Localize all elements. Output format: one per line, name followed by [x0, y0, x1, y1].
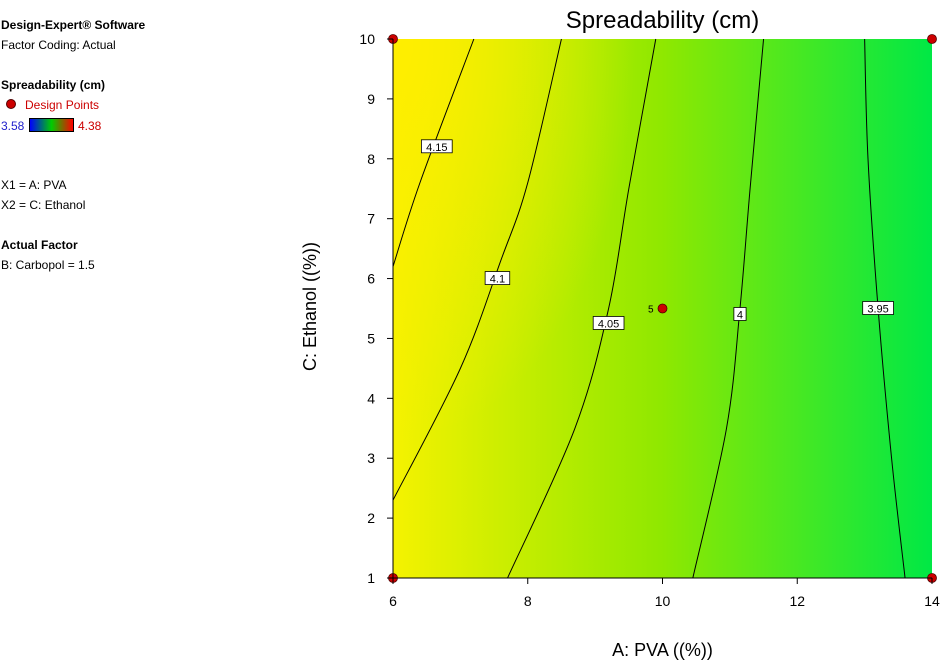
actual-factor-value: B: Carbopol = 1.5	[1, 258, 95, 272]
contour-label-box	[484, 271, 511, 285]
y-tick-label: 3	[367, 450, 375, 466]
contour-label-box	[592, 316, 625, 330]
contour-labels: 4.15 4.1 4.05 4 3.95	[420, 139, 894, 330]
y-tick-label: 1	[367, 570, 375, 586]
contour-label: 4.15	[426, 142, 447, 154]
contour-line	[392, 38, 475, 267]
contour-label: 4	[737, 309, 743, 321]
x-axis: 6 8 10 12 14	[389, 577, 940, 609]
y-tick-label: 2	[367, 510, 375, 526]
contour-label: 3.95	[867, 304, 888, 316]
x1-factor: X1 = A: PVA	[1, 178, 67, 192]
y-tick-label: 6	[367, 271, 375, 287]
contour-label: 4.05	[598, 318, 619, 330]
x-tick-label: 14	[924, 593, 940, 609]
legend-panel: Design-Expert® Software Factor Coding: A…	[0, 0, 280, 300]
y-axis: 1 2 3 4 5 6 7 8 9 10	[359, 31, 394, 586]
y-tick-label: 4	[367, 390, 375, 406]
contour-label-box	[733, 307, 747, 321]
design-point-marker-icon	[6, 99, 16, 109]
x-axis-label: A: PVA ((%))	[612, 640, 713, 660]
contour-line	[507, 38, 657, 579]
response-name: Spreadability (cm)	[1, 78, 106, 92]
y-tick-label: 7	[367, 211, 375, 227]
x2-factor: X2 = C: Ethanol	[1, 198, 86, 212]
design-point	[927, 34, 937, 44]
design-point-label: 5	[648, 305, 654, 316]
factor-coding: Factor Coding: Actual	[1, 38, 116, 52]
y-tick-label: 9	[367, 91, 375, 107]
contour-label-box	[862, 301, 894, 315]
x-tick-label: 8	[524, 593, 532, 609]
x-tick-label: 12	[789, 593, 805, 609]
y-tick-label: 10	[359, 31, 375, 47]
y-axis-label: C: Ethanol ((%))	[300, 242, 320, 371]
x-tick-label: 6	[389, 593, 397, 609]
y-tick-label: 5	[367, 330, 375, 346]
actual-factor-heading: Actual Factor	[1, 238, 78, 252]
contour-label: 4.1	[490, 274, 505, 286]
software-name: Design-Expert® Software	[1, 18, 146, 32]
contour-label-box	[420, 139, 453, 154]
y-tick-label: 8	[367, 151, 375, 167]
design-point	[657, 303, 668, 314]
color-scale-bar	[29, 118, 74, 132]
color-scale-min: 3.58	[1, 119, 25, 133]
color-scale-max: 4.38	[78, 119, 102, 133]
chart-title: Spreadability (cm)	[566, 7, 759, 34]
x-tick-label: 10	[655, 593, 671, 609]
contour-line	[392, 38, 562, 501]
design-points-label: Design Points	[25, 98, 100, 112]
